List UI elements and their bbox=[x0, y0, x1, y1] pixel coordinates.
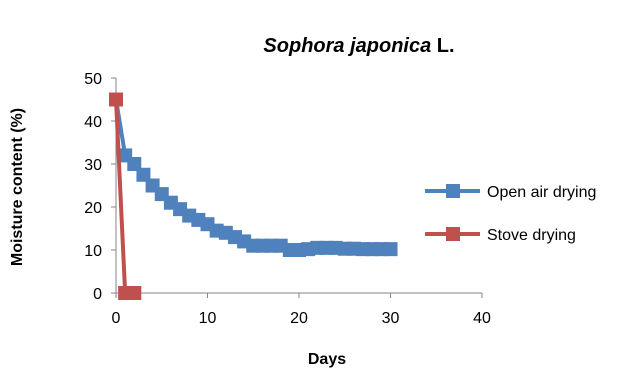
legend-item: Stove drying bbox=[425, 227, 576, 244]
x-tick-label: 20 bbox=[290, 310, 308, 327]
series-line bbox=[114, 99, 391, 252]
y-tick-label: 50 bbox=[84, 71, 102, 88]
legend-marker bbox=[446, 227, 460, 241]
y-axis-ticks: 0 10 20 30 40 50 bbox=[84, 71, 116, 303]
y-tick-label: 10 bbox=[84, 243, 102, 260]
legend: Open air drying Stove drying bbox=[425, 184, 596, 244]
x-axis-title: Days bbox=[308, 351, 346, 368]
data-point bbox=[136, 167, 151, 182]
series-stove-drying bbox=[109, 92, 142, 300]
data-point bbox=[109, 92, 123, 107]
chart-title: Sophora japonica L. bbox=[263, 35, 454, 57]
x-tick-label: 10 bbox=[199, 310, 217, 327]
legend-label: Open air drying bbox=[487, 184, 596, 201]
x-tick-label: 40 bbox=[473, 310, 491, 327]
y-tick-label: 20 bbox=[84, 200, 102, 217]
series-layer bbox=[109, 92, 398, 300]
x-axis-ticks: 0 10 20 30 40 bbox=[112, 293, 491, 327]
data-point bbox=[127, 157, 142, 171]
y-tick-label: 30 bbox=[84, 157, 102, 174]
series-open-air-drying bbox=[109, 92, 398, 257]
y-tick-label: 0 bbox=[93, 286, 102, 303]
data-point bbox=[127, 286, 142, 300]
data-point bbox=[383, 242, 398, 257]
x-tick-label: 0 bbox=[112, 310, 121, 327]
legend-label: Stove drying bbox=[487, 227, 576, 244]
y-tick-label: 40 bbox=[84, 114, 102, 131]
legend-item: Open air drying bbox=[425, 184, 596, 201]
plot-area bbox=[115, 78, 482, 294]
legend-marker bbox=[446, 184, 460, 198]
chart-title-italic: Sophora japonica bbox=[263, 35, 431, 57]
y-axis-title: Moisture content (%) bbox=[9, 108, 26, 266]
chart-title-suffix: L. bbox=[431, 35, 454, 57]
x-tick-label: 30 bbox=[382, 310, 400, 327]
series-line bbox=[114, 99, 135, 295]
